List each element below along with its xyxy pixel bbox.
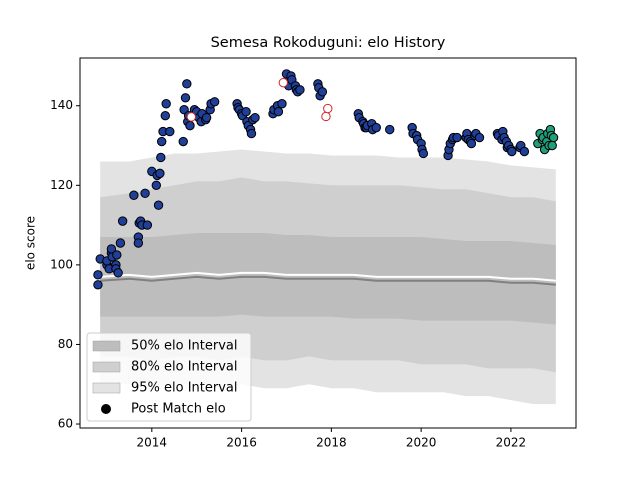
- x-tick-label: 2018: [316, 436, 347, 450]
- data-point: [547, 140, 557, 151]
- legend-marker: [101, 404, 111, 414]
- y-tick-label: 60: [58, 417, 73, 431]
- data-point: [241, 107, 251, 117]
- data-point: [246, 128, 257, 139]
- data-point: [155, 168, 165, 179]
- data-point: [466, 138, 477, 149]
- data-point: [160, 110, 170, 121]
- data-point: [452, 132, 462, 143]
- data-point: [165, 126, 175, 137]
- legend-box: [86, 332, 252, 422]
- data-point: [182, 79, 192, 89]
- data-point: [180, 93, 191, 103]
- data-point: [115, 238, 126, 248]
- data-point: [117, 216, 128, 226]
- legend-label: Post Match elo: [131, 402, 226, 417]
- x-tick-label: 2022: [496, 436, 527, 450]
- x-tick-label: 2014: [137, 436, 168, 450]
- legend-label: 50% elo Interval: [131, 339, 238, 354]
- data-point: [321, 111, 331, 122]
- y-tick-label: 140: [50, 98, 73, 112]
- data-point: [186, 112, 197, 122]
- chart-title: Semesa Rokoduguni: elo History: [211, 35, 446, 51]
- legend-swatch: [92, 382, 121, 394]
- trend-line: [100, 271, 556, 282]
- data-point: [278, 77, 289, 88]
- data-point: [112, 250, 122, 260]
- data-point: [156, 152, 166, 163]
- legend-label: 80% elo Interval: [131, 360, 238, 375]
- data-point: [129, 190, 139, 200]
- data-point: [153, 200, 164, 210]
- data-point: [113, 268, 123, 278]
- data-point: [140, 188, 150, 198]
- legend-swatch: [92, 340, 121, 352]
- data-point: [295, 85, 305, 95]
- trend-line: [100, 275, 556, 286]
- data-point: [507, 146, 517, 157]
- data-point: [93, 280, 103, 290]
- x-tick-label: 2016: [226, 436, 257, 450]
- data-point: [178, 136, 188, 147]
- y-tick-label: 80: [58, 337, 73, 351]
- data-point: [371, 122, 381, 133]
- data-point: [151, 180, 162, 191]
- data-point: [133, 238, 144, 248]
- data-point: [156, 136, 167, 147]
- data-point: [273, 107, 284, 117]
- data-point: [418, 148, 429, 159]
- y-axis-label: elo score: [24, 216, 38, 270]
- data-point: [161, 99, 171, 109]
- data-point: [323, 103, 333, 114]
- data-point: [201, 112, 212, 123]
- legend: 50% elo Interval 80% elo Interval 95% elo …: [86, 332, 252, 422]
- plot-frame: [79, 57, 577, 429]
- data-point: [385, 124, 395, 135]
- data-point: [93, 270, 103, 280]
- legend-label: 95% elo Interval: [131, 381, 238, 396]
- data-point: [548, 132, 559, 143]
- data-point: [209, 97, 220, 107]
- data-point: [474, 132, 485, 143]
- data-point: [185, 120, 195, 131]
- x-tick-label: 2020: [406, 436, 437, 450]
- data-point: [317, 87, 328, 97]
- legend-swatch: [92, 361, 121, 373]
- y-tick-label: 100: [50, 257, 73, 271]
- data-point: [519, 146, 530, 157]
- data-point: [250, 112, 260, 123]
- data-point: [142, 220, 153, 230]
- y-tick-label: 120: [50, 178, 73, 192]
- data-point: [277, 99, 287, 109]
